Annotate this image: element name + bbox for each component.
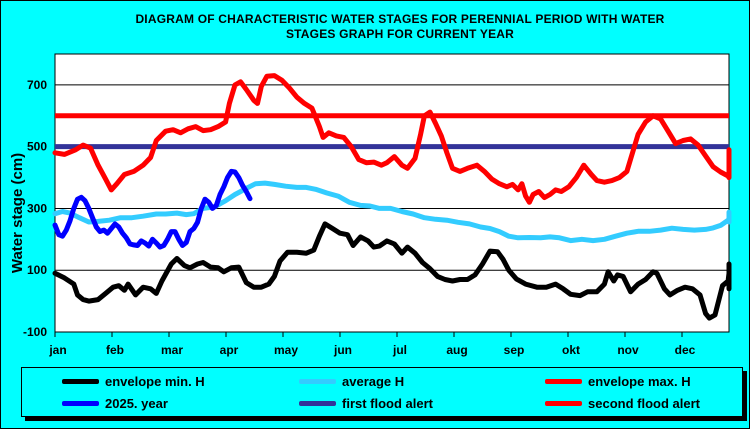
legend-label-current-year: 2025. year (105, 395, 168, 411)
y-axis-label: Water stage (cm) (9, 153, 26, 273)
legend-item-envelope-max: envelope max. H (545, 371, 691, 391)
legend-item-average: average H (299, 371, 404, 391)
x-tick-label-may: may (274, 343, 298, 357)
chart-area: -100 100 300 500 700 jan feb mar apr may jun jul au… (9, 53, 732, 357)
series-line-2025-year (52, 168, 253, 250)
legend-label-first-flood-alert: first flood alert (342, 395, 434, 411)
legend-swatch-first-flood-alert (299, 400, 336, 406)
legend-item-second-flood-alert: second flood alert (545, 393, 700, 413)
x-tick-label-sep: sep (504, 343, 525, 357)
x-tick-label-jan: jan (48, 343, 66, 357)
y-tick-label: 300 (27, 201, 47, 215)
legend-label-second-flood-alert: second flood alert (588, 395, 700, 411)
legend-item-envelope-min: envelope min. H (62, 371, 205, 391)
x-tick-label-aug: aug (446, 343, 467, 357)
legend-swatch-average (299, 378, 336, 384)
plot-area (54, 53, 730, 333)
legend-label-envelope-min: envelope min. H (105, 373, 205, 389)
x-tick-label-jun: jun (333, 343, 352, 357)
chart-title-line-2: STAGES GRAPH FOR CURRENT YEAR (285, 27, 515, 41)
legend-swatch-second-flood-alert (545, 400, 582, 406)
x-tick-label-feb: feb (106, 343, 124, 357)
legend-swatch-envelope-min (62, 378, 99, 384)
series-line-envelope-min-h (52, 221, 732, 321)
y-axis: -100 100 300 500 700 (23, 78, 47, 339)
x-tick-label-dec: dec (675, 343, 696, 357)
series-line-envelope-max-h (52, 73, 732, 205)
legend-label-envelope-max: envelope max. H (588, 373, 691, 389)
legend-label-average: average H (342, 373, 405, 389)
x-axis: jan feb mar apr may jun jul aug sep okt nov dec (48, 332, 696, 357)
y-tick-label: 500 (27, 140, 47, 154)
x-tick-label-jul: jul (392, 343, 407, 357)
legend-swatch-envelope-max (545, 378, 582, 384)
series-line-average-h (52, 180, 732, 244)
y-tick-label: 100 (27, 263, 47, 277)
x-tick-label-apr: apr (220, 343, 239, 357)
x-tick-label-nov: nov (617, 343, 639, 357)
series-group (52, 73, 732, 321)
legend-item-current-year: 2025. year (62, 393, 168, 413)
y-tick-label: -100 (23, 325, 47, 339)
legend-swatch-current-year (62, 400, 99, 406)
x-tick-label-okt: okt (562, 343, 580, 357)
chart-title-line-1: DIAGRAM OF CHARACTERISTIC WATER STAGES F… (135, 12, 665, 26)
legend-item-first-flood-alert: first flood alert (299, 393, 433, 413)
x-tick-label-mar: mar (161, 343, 183, 357)
legend: envelope min. H average H envelope max. … (21, 367, 743, 417)
y-tick-label: 700 (27, 78, 47, 92)
